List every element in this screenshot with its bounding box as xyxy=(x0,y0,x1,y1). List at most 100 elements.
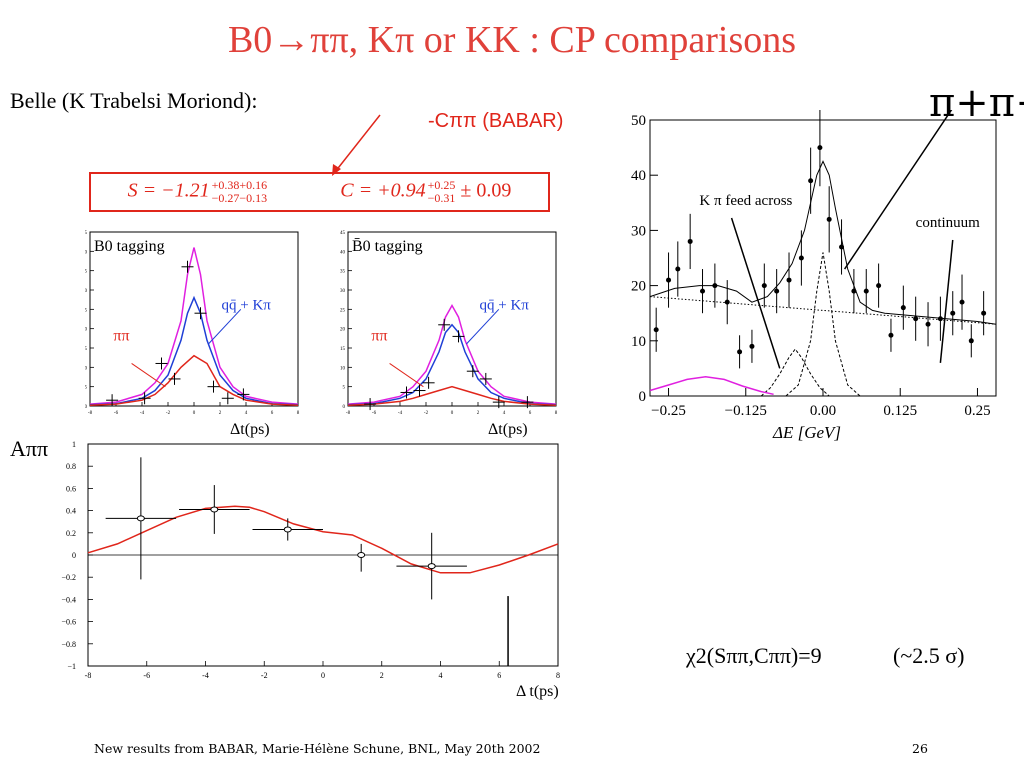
s-error-down: −0.27−0.13 xyxy=(211,191,268,205)
data-point xyxy=(900,305,906,311)
x-tick-label: -2 xyxy=(424,411,429,416)
c-result-value: C = +0.94 xyxy=(340,179,426,202)
continuum-annotation: continuum xyxy=(916,215,980,231)
belle-result-box: S = −1.21 +0.38+0.16 −0.27−0.13 C = +0.94 +… xyxy=(89,172,550,212)
pipi-annotation: ππ xyxy=(113,327,129,344)
c-babar-label: -Cππ (BABAR) xyxy=(428,110,564,132)
qq-kpi-arrow xyxy=(207,308,242,345)
c-errors: +0.25 −0.31 xyxy=(428,179,456,205)
x-axis-label: Δt(ps) xyxy=(230,421,270,438)
data-point xyxy=(749,343,755,349)
y-tick-label: 15 xyxy=(85,347,88,352)
data-point xyxy=(427,563,436,570)
pipi-arrow xyxy=(131,363,166,388)
chi2-text: χ2(Sππ,Cππ)=9 xyxy=(686,643,822,668)
data-point xyxy=(950,310,956,316)
qq-kpi-annotation: qq̄ + Kπ xyxy=(480,297,530,313)
qq-kpi-annotation: qq̄ + Kπ xyxy=(222,297,272,313)
y-tick-label: 1 xyxy=(72,440,76,449)
y-tick-label: 0.6 xyxy=(66,484,76,493)
data-point xyxy=(761,283,767,289)
data-point xyxy=(863,288,869,294)
y-tick-label: 30 xyxy=(85,289,88,294)
delta-e-chart: 0 10 20 30 40 50 −0.25 −0.125 0.00 0.125 0.25 ΔE [G… xyxy=(631,110,997,442)
chart-title: B̄0 tagging xyxy=(352,238,423,255)
y-tick-label: 45 xyxy=(85,231,88,236)
pipi-arrow xyxy=(389,363,424,388)
b0bar-tagging-chart: 0 5 10 15 20 25 30 35 40 45 -8 -6 -4 -2 0 2 4 6 8 B̄0 taggi… xyxy=(340,231,558,438)
data-point xyxy=(687,238,693,244)
qq-kpi-arrow xyxy=(465,308,500,345)
data-point xyxy=(839,244,845,250)
y-tick-label: −0.8 xyxy=(61,640,76,649)
data-point xyxy=(737,349,743,355)
belle-label: Belle (K Trabelsi Moriond): xyxy=(10,88,258,113)
x-tick-label: 8 xyxy=(555,411,558,416)
y-tick-label: 40 xyxy=(340,250,346,255)
x-tick-label: -2 xyxy=(166,411,171,416)
a-pipi-label: Aππ xyxy=(10,436,49,461)
s-errors: +0.38+0.16 −0.27−0.13 xyxy=(212,179,268,205)
s-result-value: S = −1.21 xyxy=(127,179,210,202)
data-point xyxy=(808,178,814,184)
data-point xyxy=(826,216,832,222)
y-tick-label: 0 xyxy=(72,551,76,560)
footer-page-number: 26 xyxy=(912,741,928,756)
curve-kk xyxy=(649,375,774,396)
y-tick-label: 50 xyxy=(631,113,646,129)
c-error-down: −0.31 xyxy=(427,191,456,205)
y-tick-label: 40 xyxy=(85,250,88,255)
chart-title: B0 tagging xyxy=(94,238,165,255)
slide-title: B0→ππ, Kπ or KK : CP comparisons xyxy=(0,18,1024,62)
data-point xyxy=(724,299,730,305)
y-tick-label: 25 xyxy=(340,308,346,313)
curve-kpi-feed xyxy=(760,348,830,397)
c-error-up: +0.25 xyxy=(427,178,456,192)
x-tick-label: -4 xyxy=(202,671,209,680)
data-point xyxy=(876,283,882,289)
x-tick-label: 8 xyxy=(556,671,560,680)
y-tick-label: −0.4 xyxy=(61,595,76,604)
x-tick-label: 4 xyxy=(439,671,443,680)
curve-pipi-signal xyxy=(785,252,861,397)
a-pipi-chart: −1 −0.8 −0.6 −0.4 −0.2 0 0.2 0.4 0.6 0.8 1 -8 -6 -4 -2… xyxy=(61,440,560,700)
c-result-syst: ± 0.09 xyxy=(460,179,512,202)
data-point xyxy=(937,316,943,322)
x-tick-label: 0.00 xyxy=(810,403,836,419)
x-tick-label: -8 xyxy=(346,411,351,416)
data-point xyxy=(283,526,292,533)
footer-left: New results from BABAR, Marie-Hélène Sch… xyxy=(94,741,541,756)
x-tick-label: −0.25 xyxy=(651,403,686,419)
x-tick-label: 0 xyxy=(451,411,454,416)
data-point xyxy=(913,316,919,322)
y-tick-label: 0 xyxy=(85,405,88,410)
x-tick-label: -2 xyxy=(261,671,268,680)
kpi-feed-annotation: K π feed across xyxy=(699,193,792,209)
fit-curve-magenta xyxy=(347,303,557,405)
x-tick-label: 6 xyxy=(271,411,274,416)
y-tick-label: −1 xyxy=(67,662,76,671)
x-tick-label: 2 xyxy=(380,671,384,680)
data-point xyxy=(774,288,780,294)
y-tick-label: 20 xyxy=(85,328,88,333)
y-tick-label: 10 xyxy=(85,366,88,371)
fit-curve-magenta xyxy=(89,247,299,405)
x-tick-label: -4 xyxy=(140,411,145,416)
data-point xyxy=(981,310,987,316)
x-tick-label: 0.125 xyxy=(883,403,917,419)
curve-total xyxy=(649,160,997,325)
x-tick-label: −0.125 xyxy=(725,403,767,419)
s-error-up: +0.38+0.16 xyxy=(211,178,268,192)
significance-text: (~2.5 σ) xyxy=(893,643,965,668)
continuum-arrow xyxy=(939,239,954,363)
y-tick-label: 30 xyxy=(340,289,346,294)
fit-curve-blue xyxy=(347,323,557,406)
c-babar-arrow-line xyxy=(334,114,381,173)
pipi-arrow xyxy=(844,110,953,270)
x-tick-label: 2 xyxy=(477,411,480,416)
y-tick-label: −0.2 xyxy=(61,573,76,582)
x-tick-label: 4 xyxy=(245,411,248,416)
x-tick-label: 8 xyxy=(297,411,300,416)
y-tick-label: 0.2 xyxy=(66,529,76,538)
y-tick-label: 5 xyxy=(85,386,88,391)
